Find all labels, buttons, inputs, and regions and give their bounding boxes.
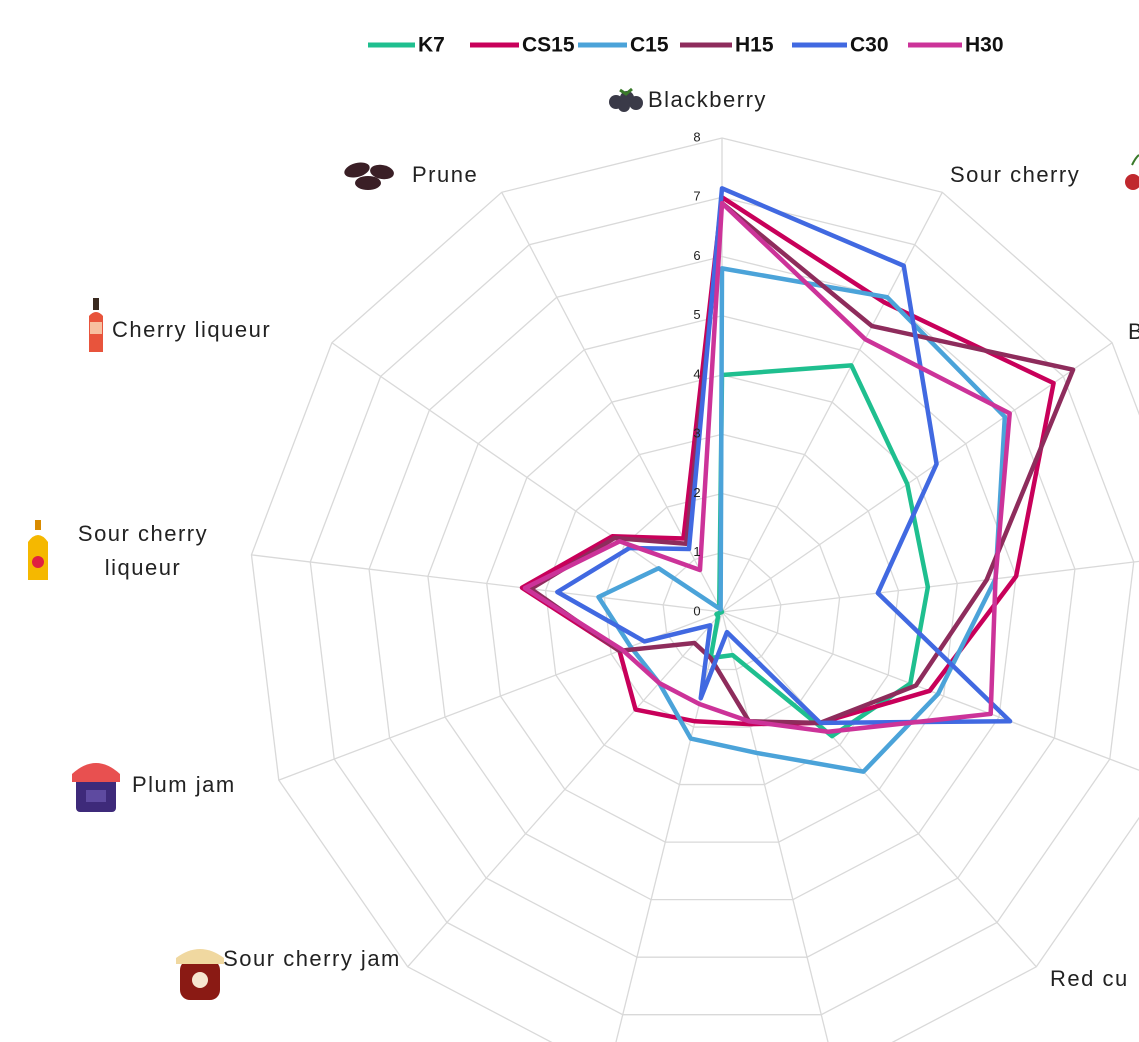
grid-ring xyxy=(368,255,1076,958)
grid-ring xyxy=(250,137,1139,1042)
category-label: Red cu xyxy=(1050,966,1129,991)
spoke xyxy=(721,611,1139,771)
legend-label: H15 xyxy=(735,34,774,57)
legend-label: C30 xyxy=(850,34,889,57)
cherry-icon xyxy=(1125,154,1139,190)
series-line xyxy=(708,363,931,739)
spoke xyxy=(721,611,829,1042)
tick-label: 6 xyxy=(693,248,700,263)
grid-ring xyxy=(309,196,1135,1016)
category-label: Cherry liqueur xyxy=(112,317,272,342)
series-line xyxy=(596,266,1008,774)
series-line xyxy=(555,186,1013,726)
category-label: Blackberry xyxy=(648,87,767,112)
tick-label: 1 xyxy=(693,544,700,559)
spoke xyxy=(251,554,723,613)
legend-label: C15 xyxy=(630,34,669,57)
tick-label: 7 xyxy=(693,189,700,204)
tick-label: 3 xyxy=(693,426,700,441)
series-line xyxy=(522,200,1012,734)
liqueur-bottle-icon xyxy=(89,298,103,352)
legend-label: K7 xyxy=(418,34,445,57)
tick-label: 4 xyxy=(693,366,700,381)
category-label: B xyxy=(1128,319,1139,344)
category-label: Sour cherry liqueur xyxy=(77,521,209,580)
spoke xyxy=(721,191,943,613)
category-label: Sour cherry xyxy=(950,162,1081,187)
tick-label: 8 xyxy=(693,129,700,144)
blackberry-icon xyxy=(609,87,643,112)
series-lines xyxy=(519,186,1076,774)
legend: K7 CS15 C15 H15 C30 H30 xyxy=(368,34,1004,57)
tick-label: 0 xyxy=(693,603,700,618)
tick-label: 2 xyxy=(693,485,700,500)
legend-label: CS15 xyxy=(522,34,575,57)
legend-label: H30 xyxy=(965,34,1004,57)
plum-jam-icon xyxy=(72,763,120,812)
spoke xyxy=(721,560,1139,613)
sour-cherry-jam-icon xyxy=(176,949,224,1000)
category-label: Plum jam xyxy=(132,772,236,797)
series-line xyxy=(528,200,1076,726)
sour-liqueur-bottle-icon xyxy=(28,520,48,580)
grid-ring xyxy=(662,552,782,671)
category-label: Prune xyxy=(412,162,479,187)
series-line xyxy=(519,195,1056,727)
spoke xyxy=(407,611,723,968)
icons xyxy=(28,87,1139,1000)
grid-ring xyxy=(427,315,1017,901)
prune-icon xyxy=(344,162,394,190)
category-label: Sour cherry jam xyxy=(223,946,401,971)
tick-labels: 0 1 2 3 4 5 6 7 8 xyxy=(693,129,700,618)
grid-ring xyxy=(544,433,900,786)
spoke xyxy=(721,611,1037,968)
spoke xyxy=(721,342,1113,613)
tick-label: 5 xyxy=(693,307,700,322)
